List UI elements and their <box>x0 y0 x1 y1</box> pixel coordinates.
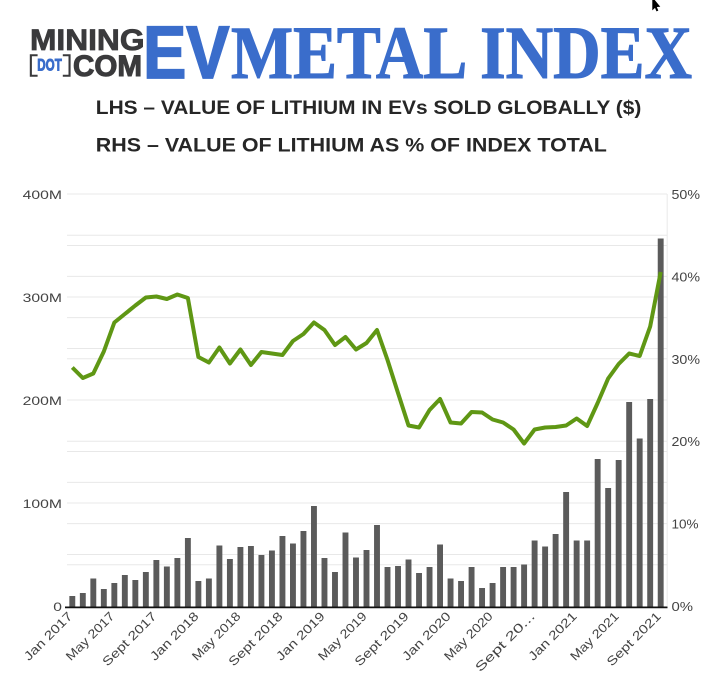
svg-text:LHS – VALUE OF LITHIUM IN EVs: LHS – VALUE OF LITHIUM IN EVs SOLD GLOBA… <box>96 98 642 119</box>
svg-text:20%: 20% <box>672 435 701 449</box>
svg-text:MINING: MINING <box>30 24 145 57</box>
svg-text:COM: COM <box>73 50 142 83</box>
svg-text:EV: EV <box>143 11 229 94</box>
svg-text:0: 0 <box>53 601 62 614</box>
svg-text:DOT: DOT <box>37 57 62 75</box>
svg-text:METAL INDEX: METAL INDEX <box>231 12 692 95</box>
svg-text:300M: 300M <box>23 292 62 305</box>
svg-text:400M: 400M <box>23 189 62 202</box>
svg-text:200M: 200M <box>23 395 62 408</box>
svg-text:50%: 50% <box>672 188 701 202</box>
svg-text:100M: 100M <box>23 498 62 511</box>
svg-text:30%: 30% <box>672 353 701 367</box>
svg-text:RHS – VALUE OF LITHIUM AS % OF: RHS – VALUE OF LITHIUM AS % OF INDEX TOT… <box>96 136 607 157</box>
svg-text:10%: 10% <box>672 518 699 532</box>
svg-text:0%: 0% <box>672 600 694 614</box>
svg-text:40%: 40% <box>672 270 701 284</box>
